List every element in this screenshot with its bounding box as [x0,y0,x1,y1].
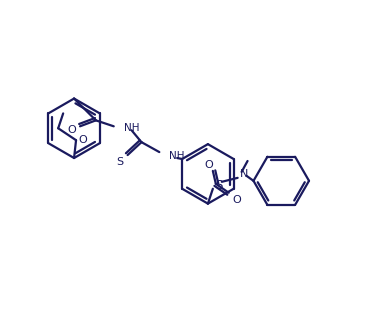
Text: N: N [240,169,248,179]
Text: O: O [68,125,76,135]
Text: O: O [79,135,87,145]
Text: S: S [215,179,223,192]
Text: NH: NH [169,151,185,161]
Text: NH: NH [123,123,139,133]
Text: O: O [205,160,213,170]
Text: O: O [232,195,241,205]
Text: S: S [116,157,123,167]
